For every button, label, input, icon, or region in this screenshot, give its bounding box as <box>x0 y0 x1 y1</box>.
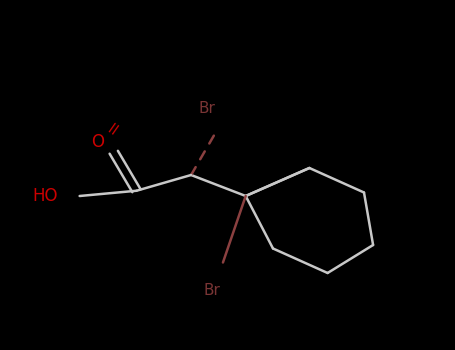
Text: =: = <box>102 117 126 139</box>
Text: Br: Br <box>198 101 216 116</box>
Text: Br: Br <box>203 283 220 298</box>
Text: HO: HO <box>33 187 58 205</box>
Text: O: O <box>91 133 104 151</box>
